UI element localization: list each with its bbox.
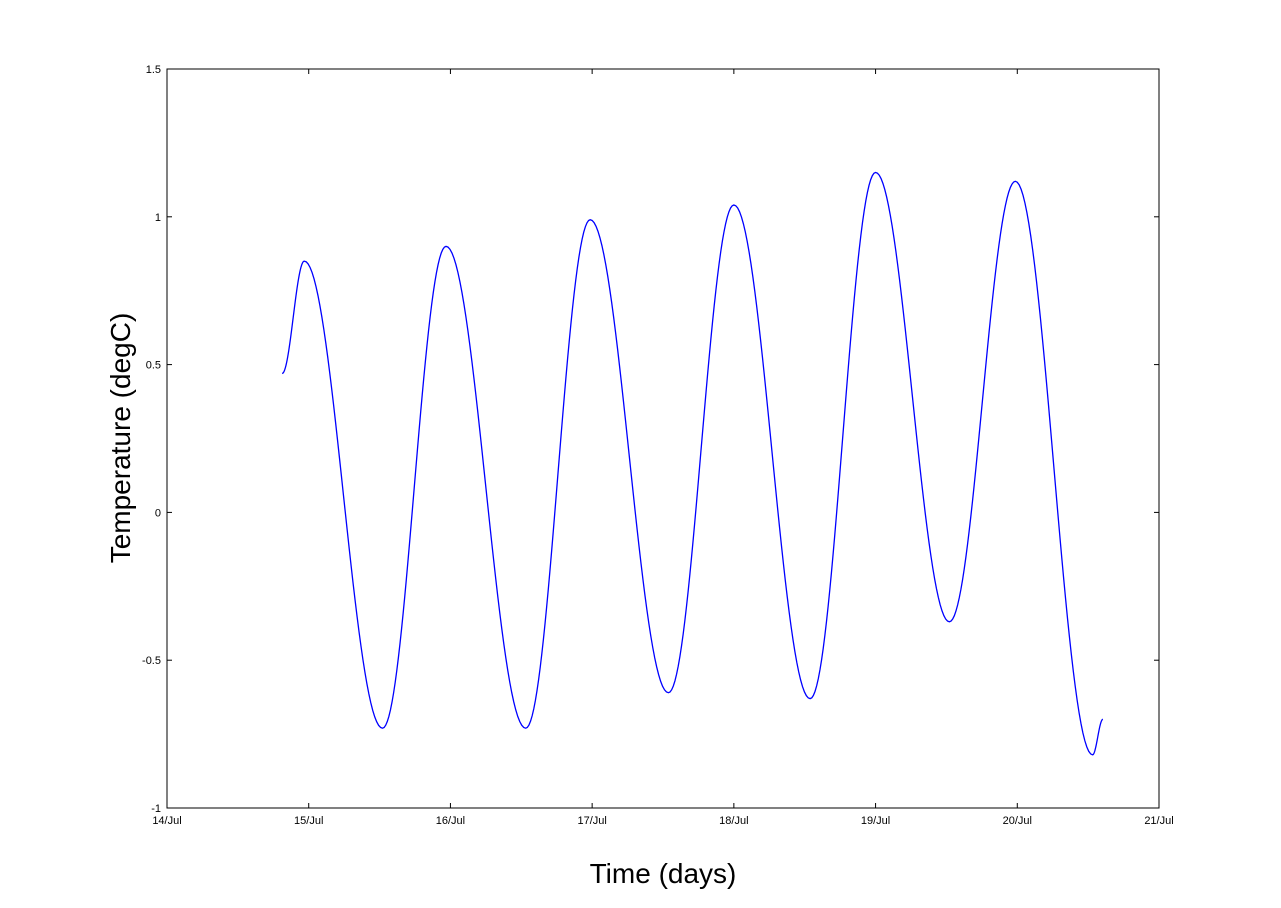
y-axis-title: Temperature (degC) — [105, 313, 136, 564]
y-tick-label: 1.5 — [146, 64, 161, 76]
x-axis: 14/Jul 15/Jul 16/Jul 17/Jul 18/Jul 19/Jul 20/J… — [152, 69, 1174, 827]
x-tick-label: 18/Jul — [719, 815, 748, 827]
x-tick-label: 19/Jul — [861, 815, 890, 827]
x-tick-label: 14/Jul — [152, 815, 181, 827]
y-tick-label: -0.5 — [142, 655, 161, 667]
y-tick-label: 0 — [155, 507, 161, 519]
y-tick-label: 1 — [155, 212, 161, 224]
y-axis: -1 -0.5 0 0.5 1 1.5 — [142, 64, 1159, 815]
x-tick-label: 15/Jul — [294, 815, 323, 827]
x-tick-label: 21/Jul — [1144, 815, 1173, 827]
x-tick-label: 17/Jul — [577, 815, 606, 827]
plot-area — [166, 68, 1160, 809]
x-tick-label: 20/Jul — [1003, 815, 1032, 827]
y-tick-label: -1 — [151, 803, 161, 815]
x-tick-label: 16/Jul — [436, 815, 465, 827]
x-axis-title: Time (days) — [590, 858, 737, 889]
temperature-series-line — [281, 171, 1104, 756]
y-tick-label: 0.5 — [146, 360, 161, 372]
